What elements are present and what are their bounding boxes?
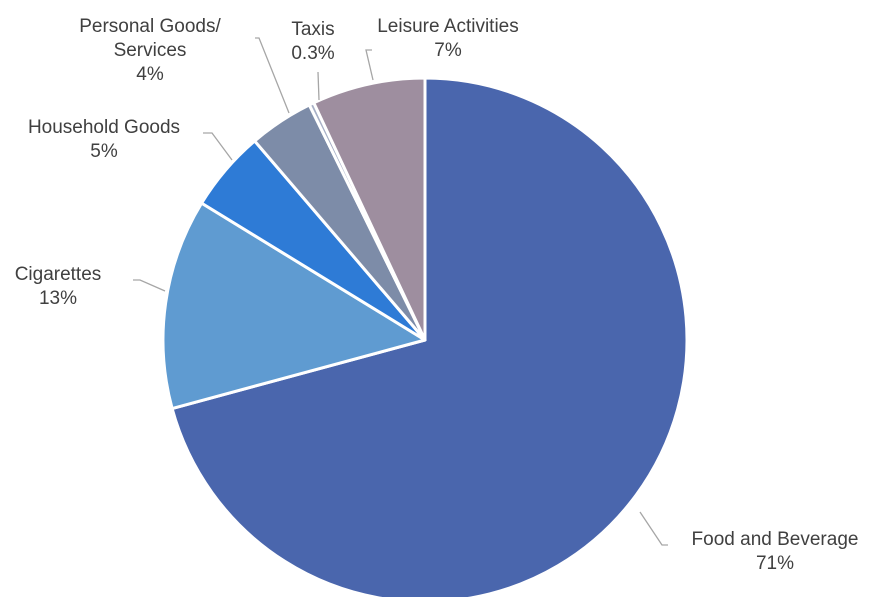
pie-slice-leisure-activities [312,76,427,342]
category-label: Cigarettes [15,264,102,285]
value-label: 7% [434,40,462,61]
pie-slice-food-and-beverage [170,76,689,597]
value-label: 0.3% [291,43,334,64]
category-label: Services [114,40,187,61]
value-label: 4% [136,64,164,85]
leader-line-personal-goods-services [255,37,290,114]
pie-slices [161,76,689,597]
pie-slice-cigarettes [161,201,427,411]
leader-line-food-and-beverage [639,511,668,546]
category-label: Leisure Activities [377,16,519,37]
category-label: Taxis [291,19,334,40]
value-label: 13% [39,288,77,309]
category-label: Personal Goods/ [79,16,221,37]
data-label-personal-goods-services: Personal Goods/Services 4% [79,16,221,85]
leader-lines [133,37,668,546]
data-label-taxis: Taxis 0.3% [291,19,334,64]
data-label-food-and-beverage: Food and Beverage 71% [692,529,859,574]
category-label: Household Goods [28,117,180,138]
value-label: 5% [90,141,118,162]
category-label: Food and Beverage [692,529,859,550]
leader-line-taxis [317,71,320,101]
data-label-household-goods: Household Goods 5% [28,117,180,162]
leader-line-cigarettes [133,279,166,292]
leader-line-household-goods [203,132,233,161]
data-label-leisure-activities: Leisure Activities 7% [377,16,519,61]
leader-line-leisure-activities [365,49,374,81]
data-label-cigarettes: Cigarettes 13% [15,264,102,309]
value-label: 71% [756,553,794,574]
data-labels: Food and Beverage 71% Cigarettes 13% Househo… [15,16,859,574]
